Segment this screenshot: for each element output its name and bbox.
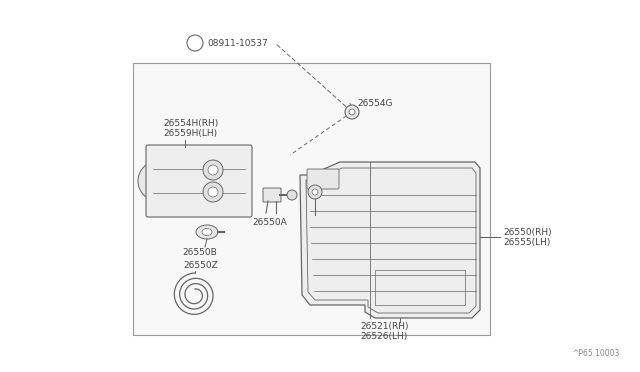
Text: 26559H(LH): 26559H(LH): [163, 129, 217, 138]
Circle shape: [312, 189, 318, 195]
Text: 26555(LH): 26555(LH): [503, 238, 550, 247]
Text: 26554H(RH): 26554H(RH): [163, 119, 218, 128]
Bar: [375, 270, 465, 305]
Ellipse shape: [196, 225, 218, 239]
Circle shape: [287, 190, 297, 200]
Text: N: N: [192, 38, 198, 48]
Circle shape: [208, 165, 218, 175]
Circle shape: [345, 105, 359, 119]
Circle shape: [187, 35, 203, 51]
Text: 26521(RH): 26521(RH): [360, 322, 408, 331]
Text: 26550(RH): 26550(RH): [503, 228, 552, 237]
Circle shape: [203, 160, 223, 180]
Ellipse shape: [202, 228, 212, 235]
Text: 26550Z: 26550Z: [183, 261, 218, 270]
Circle shape: [349, 109, 355, 115]
Text: ^P65.10003: ^P65.10003: [573, 349, 620, 358]
Bar: [133, 63, 490, 335]
Text: 26550A: 26550A: [253, 218, 287, 227]
Circle shape: [138, 161, 178, 201]
FancyBboxPatch shape: [307, 169, 339, 189]
Circle shape: [208, 187, 218, 197]
Text: 08911-10537: 08911-10537: [207, 38, 268, 48]
Text: 26526(LH): 26526(LH): [360, 332, 407, 341]
Text: 26550B: 26550B: [182, 248, 218, 257]
FancyBboxPatch shape: [263, 188, 281, 202]
Polygon shape: [300, 162, 480, 318]
Circle shape: [203, 182, 223, 202]
Circle shape: [308, 185, 322, 199]
Text: 26554G: 26554G: [357, 99, 392, 108]
FancyBboxPatch shape: [146, 145, 252, 217]
